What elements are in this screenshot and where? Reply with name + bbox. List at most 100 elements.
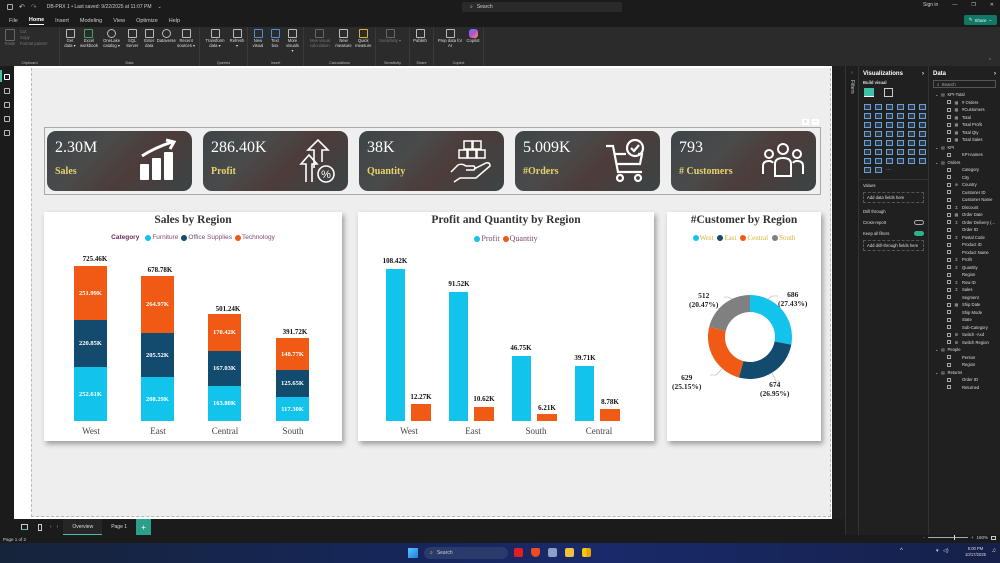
field-checkbox[interactable] [947, 295, 951, 300]
field-item[interactable]: Σ Order Delivery (... [933, 219, 1000, 227]
chart-customer-by-region[interactable]: #Customer by Region West East Central So… [667, 212, 821, 441]
multi-row-card-icon[interactable] [864, 140, 871, 146]
values-drop-zone[interactable]: Add data fields here [863, 192, 924, 203]
legend-item-furniture[interactable]: Furniture [145, 234, 178, 241]
field-checkbox[interactable] [947, 242, 951, 247]
menu-home[interactable]: Home [28, 16, 45, 25]
field-checkbox[interactable] [947, 265, 951, 270]
field-item[interactable]: Σ Quantity [933, 264, 1000, 272]
tmdl-view-icon[interactable] [4, 130, 10, 136]
field-item[interactable]: ▦ Total Sales [933, 136, 1000, 144]
field-item[interactable]: State [933, 316, 1000, 324]
menu-file[interactable]: File [9, 17, 18, 24]
power-apps-icon[interactable] [875, 158, 882, 164]
custom-visual-1-icon[interactable] [897, 158, 904, 164]
field-item[interactable]: Person [933, 354, 1000, 362]
field-checkbox[interactable] [947, 310, 951, 315]
desktop-layout-icon[interactable] [21, 524, 28, 530]
bar-profit-south[interactable] [512, 356, 531, 421]
100-stacked-bar-icon[interactable] [908, 104, 915, 110]
stacked-area-icon[interactable] [886, 113, 893, 119]
page-tab-overview[interactable]: Overview [63, 519, 103, 535]
field-item[interactable]: ▦ Order Date [933, 211, 1000, 219]
table-view-icon[interactable] [4, 88, 10, 94]
kpi-card-customers[interactable]: 793 # Customers [671, 131, 816, 191]
field-item[interactable]: ▦ Ship Date [933, 301, 1000, 309]
field-item[interactable]: ⊞ Switch -Axd [933, 331, 1000, 339]
global-search[interactable]: ⌕ Search [462, 2, 622, 12]
field-item[interactable]: Customer ID [933, 189, 1000, 197]
quick-measure-button[interactable]: Quick measure [355, 29, 372, 49]
gauge-icon[interactable] [908, 131, 915, 137]
field-checkbox[interactable] [947, 130, 951, 135]
more-visuals-icon[interactable]: ⋯ [886, 167, 891, 173]
field-checkbox[interactable] [947, 227, 951, 232]
system-clock[interactable]: 5:00 PM 10/17/2025 [965, 546, 986, 558]
line-column-icon[interactable] [897, 113, 904, 119]
new-measure-button[interactable]: New measure [335, 29, 352, 49]
custom-visual-5-icon[interactable] [875, 167, 882, 173]
filter-visual-icon[interactable]: ≡ [802, 119, 809, 125]
youtube-app-icon[interactable] [514, 548, 523, 557]
bar-furniture-south[interactable]: 117.30K [276, 397, 309, 421]
field-checkbox[interactable] [947, 100, 951, 105]
kpi-card-profit[interactable]: 286.40K Profit % [203, 131, 348, 191]
field-checkbox[interactable] [947, 325, 951, 330]
field-checkbox[interactable] [947, 280, 951, 285]
shape-map-icon[interactable] [886, 131, 893, 137]
field-checkbox[interactable] [947, 122, 951, 127]
zoom-out-button[interactable]: - [923, 535, 925, 540]
file-title[interactable]: DB-PRX 1 • Last saved: 9/22/2025 at 11:0… [46, 4, 152, 10]
paginated-report-icon[interactable] [864, 158, 871, 164]
dax-query-view-icon[interactable] [4, 116, 10, 122]
field-item[interactable]: ▦ Total Qty [933, 129, 1000, 137]
filters-label[interactable]: Filters [849, 80, 855, 94]
pie-chart-icon[interactable] [897, 122, 904, 128]
bar-technology-west[interactable]: 251.99K [74, 266, 107, 320]
legend-item-technology[interactable]: Technology [234, 234, 275, 241]
card-icon[interactable] [919, 131, 926, 137]
key-influencers-icon[interactable] [875, 149, 882, 155]
field-item[interactable]: Customer Name [933, 196, 1000, 204]
table-returns[interactable]: ⌄ ▤ Returns [933, 369, 1000, 377]
field-item[interactable]: Ship Mode [933, 309, 1000, 317]
file-explorer-icon[interactable] [565, 548, 574, 557]
field-checkbox[interactable] [947, 355, 951, 360]
bar-quantity-east[interactable] [474, 407, 494, 421]
bar-profit-central[interactable] [575, 366, 594, 421]
bar-office-supplies-east[interactable]: 205.52K [141, 333, 174, 377]
field-checkbox[interactable] [947, 332, 951, 337]
field-item[interactable]: KPI-names [933, 151, 1000, 159]
field-checkbox[interactable] [947, 385, 951, 390]
next-page-icon[interactable]: › [56, 524, 59, 530]
table-kpi-total[interactable]: ⌄ ▤ KPI-Total [933, 91, 1000, 99]
field-checkbox[interactable] [947, 220, 951, 225]
save-icon[interactable] [7, 4, 13, 10]
new-visual-calculation-button[interactable]: New visual calculation [307, 29, 333, 49]
qna-icon[interactable] [897, 149, 904, 155]
field-item[interactable]: ▦ # Orders [933, 99, 1000, 107]
matrix-icon[interactable] [908, 140, 915, 146]
share-button[interactable]: ✎ Share ⌄ [964, 15, 997, 25]
power-bi-app-icon[interactable] [582, 548, 591, 557]
field-checkbox[interactable] [947, 212, 951, 217]
field-checkbox[interactable] [947, 340, 951, 345]
sign-in-button[interactable]: Sign in [923, 2, 939, 8]
build-visual-tab-icon[interactable] [864, 88, 874, 97]
legend-item-east[interactable]: East [717, 234, 736, 242]
document-app-icon[interactable] [548, 548, 557, 557]
field-item[interactable]: Product ID [933, 241, 1000, 249]
legend-item-central[interactable]: Central [740, 234, 768, 242]
filters-pane-collapsed[interactable]: ‹ Filters [845, 66, 858, 535]
100-stacked-column-icon[interactable] [919, 104, 926, 110]
bar-quantity-south[interactable] [537, 414, 557, 421]
field-item[interactable]: City [933, 174, 1000, 182]
legend-item-west[interactable]: West [692, 234, 713, 242]
table-orders[interactable]: ⌄ ▤ Orders [933, 159, 1000, 167]
collapse-icon[interactable]: › [922, 71, 924, 77]
r-visual-icon[interactable] [919, 140, 926, 146]
metrics-icon[interactable] [919, 149, 926, 155]
bar-furniture-west[interactable]: 252.61K [74, 367, 107, 421]
excel-workbook-button[interactable]: Excel workbook [80, 29, 98, 49]
field-checkbox[interactable] [947, 115, 951, 120]
